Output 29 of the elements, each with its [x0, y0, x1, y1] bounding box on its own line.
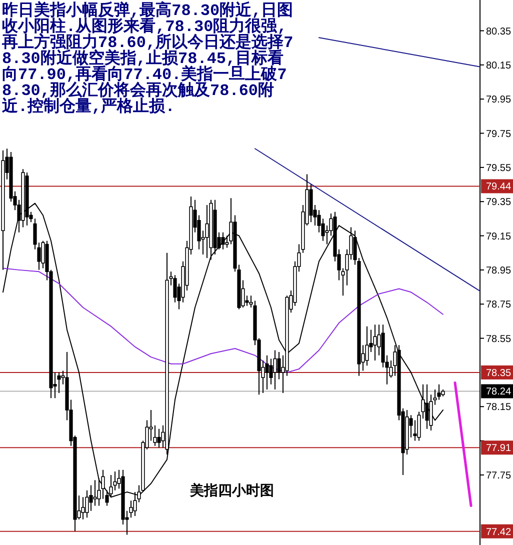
candlestick	[157, 428, 161, 448]
y-tick-label: 78.15	[486, 402, 512, 414]
candlestick	[425, 384, 429, 430]
candlestick	[205, 204, 209, 258]
y-tick-label: 79.55	[486, 162, 512, 174]
ref-line-label: 77.42	[486, 526, 512, 538]
candlestick	[221, 232, 225, 250]
ref-line-label: 79.44	[486, 182, 512, 193]
y-tick-label: 79.95	[486, 94, 512, 106]
candlestick	[373, 324, 377, 361]
y-tick-label: 80.15	[486, 60, 512, 72]
candlestick	[265, 354, 269, 390]
y-tick-label: 77.75	[486, 470, 512, 482]
y-tick-label: 78.75	[486, 300, 512, 311]
annotation: 昨日美指小幅反弹,最高78.30附近,日图收小阳柱.从图形来看,78.30阻力很强,再上方强阻力78.60,所以今日还是选择78.30附近做空美指,止损78.45,目标看向77.90,再看向77.40.美指一旦上破78.30,那么汇价将会再次触及78.60附近.控制仓量,严格止损.	[2, 2, 294, 116]
candlestick	[93, 480, 97, 506]
candlestick	[81, 496, 85, 520]
candlestick	[365, 326, 369, 366]
y-tick-label: 80.35	[486, 26, 512, 38]
candlestick	[273, 350, 277, 390]
y-tick-label: 78.55	[486, 334, 512, 345]
y-tick-label: 78.95	[486, 265, 512, 276]
y-tick-label: 79.15	[486, 231, 512, 242]
ref-line-label: 78.35	[486, 368, 512, 379]
y-tick-label: 79.35	[486, 197, 512, 208]
y-tick-label: 79.75	[486, 128, 512, 140]
text: 美指四小时图	[189, 482, 274, 499]
ref-line-label: 77.91	[486, 443, 512, 454]
ref-line-label: 78.24	[486, 386, 512, 398]
